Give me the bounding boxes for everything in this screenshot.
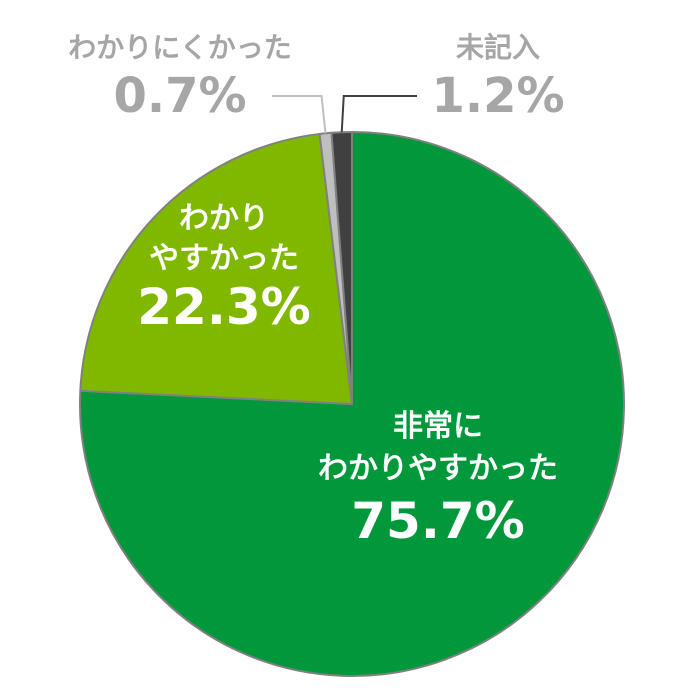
slice-label-3-line-0: 未記入 — [456, 31, 540, 64]
slice-value-3: 1.2% — [431, 68, 564, 124]
slice-value-0: 75.7% — [351, 492, 524, 550]
slice-value-1: 22.3% — [137, 278, 310, 336]
pie-slice-0 — [79, 131, 625, 677]
slice-label-1-line-1: やすかった — [149, 241, 299, 276]
leader-line-3 — [340, 95, 417, 133]
slice-label-0-line-1: わかりやすかった — [318, 451, 558, 486]
leader-line-2 — [272, 95, 327, 134]
pie-slice-1 — [79, 132, 353, 405]
slice-value-2: 0.7% — [113, 68, 246, 124]
slice-label-1-line-0: わかり — [179, 201, 269, 236]
slice-label-0-line-0: 非常に — [393, 409, 483, 444]
slice-label-2-line-0: わかりにくかった — [68, 31, 291, 64]
